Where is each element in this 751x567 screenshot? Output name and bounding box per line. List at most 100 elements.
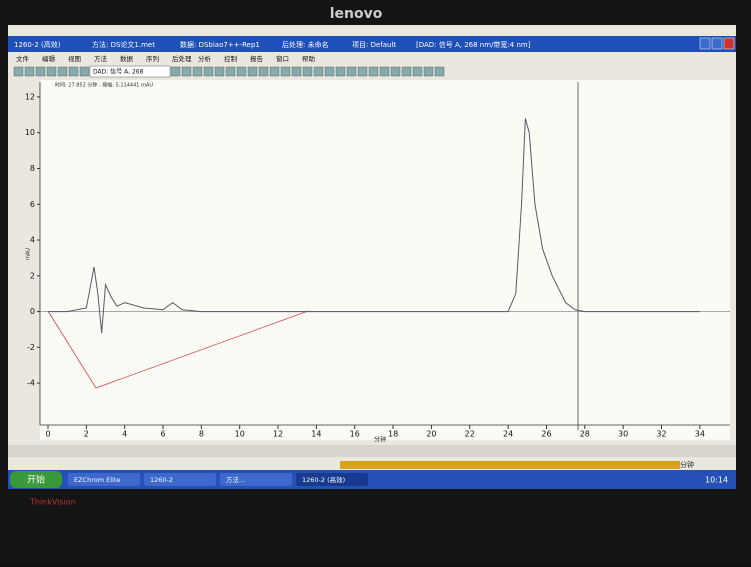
task-item[interactable]	[144, 473, 216, 486]
menu-item[interactable]: 文件	[16, 54, 30, 63]
x-tick-label: 12	[273, 430, 283, 439]
tool-button[interactable]	[181, 66, 192, 77]
task-item[interactable]	[296, 473, 368, 486]
x-tick-label: 10	[235, 430, 245, 439]
tool-button[interactable]	[258, 66, 269, 77]
y-tick-label: -4	[27, 379, 35, 388]
menu-item[interactable]: 报告	[250, 54, 264, 63]
x-tick-label: 28	[580, 430, 590, 439]
tool-button[interactable]	[291, 66, 302, 77]
tool-button[interactable]	[170, 66, 181, 77]
status-unit: 分钟	[680, 460, 694, 469]
cursor-readout: 时间: 27.852 分钟 - 振幅: 5.114441 mAU	[55, 82, 153, 89]
tool-button[interactable]	[335, 66, 346, 77]
x-axis-label: 分钟	[374, 436, 386, 444]
tool-button[interactable]	[79, 66, 90, 77]
x-tick-label: 20	[426, 430, 436, 439]
menu-item[interactable]: 控制	[224, 54, 238, 63]
signal-select[interactable]	[89, 65, 171, 78]
tool-button[interactable]	[236, 66, 247, 77]
window-button[interactable]	[699, 37, 711, 50]
start-label[interactable]: 开始	[27, 474, 45, 486]
title-field: 项目: Default	[352, 41, 396, 49]
menu-item[interactable]: 编辑	[42, 54, 56, 63]
window-button[interactable]	[711, 37, 723, 50]
x-tick-label: 18	[388, 430, 398, 439]
tool-button[interactable]	[390, 66, 401, 77]
x-tick-label: 14	[311, 430, 321, 439]
title-field: [DAD: 信号 A, 268 nm/带宽:4 nm]	[416, 40, 531, 49]
task-item-label[interactable]: 方法...	[226, 475, 245, 484]
task-item[interactable]	[220, 473, 292, 486]
chromatogram-line	[48, 118, 700, 334]
tool-button[interactable]	[368, 66, 379, 77]
menu-item[interactable]: 帮助	[302, 54, 316, 63]
tool-button[interactable]	[35, 66, 46, 77]
title-field: 1260-2 (高效)	[14, 40, 61, 49]
tool-button[interactable]	[247, 66, 258, 77]
task-item-label[interactable]: EZChrom Elite	[74, 476, 120, 484]
tool-button[interactable]	[434, 66, 445, 77]
x-tick-label: 32	[656, 430, 666, 439]
tool-button[interactable]	[346, 66, 357, 77]
y-tick-label: 8	[30, 164, 35, 173]
clock: 10:14	[705, 476, 728, 485]
tool-button[interactable]	[203, 66, 214, 77]
tool-button[interactable]	[269, 66, 280, 77]
tool-button[interactable]	[46, 66, 57, 77]
tool-button[interactable]	[412, 66, 423, 77]
y-tick-label: 10	[25, 128, 35, 137]
tool-button[interactable]	[24, 66, 35, 77]
tool-button[interactable]	[214, 66, 225, 77]
tool-button[interactable]	[324, 66, 335, 77]
menu-item[interactable]: 后处理	[172, 54, 192, 63]
x-tick-label: 0	[45, 430, 50, 439]
x-tick-label: 16	[350, 430, 360, 439]
y-tick-label: 2	[30, 271, 35, 280]
progress	[340, 461, 680, 469]
task-item-label[interactable]: 1260-2 (高效)	[302, 475, 345, 484]
x-tick-label: 6	[160, 430, 165, 439]
scrollbar	[8, 445, 736, 457]
y-axis-label: mAU	[26, 248, 32, 260]
start-button[interactable]	[10, 471, 62, 488]
x-tick-label: 4	[122, 430, 127, 439]
tool-button[interactable]	[302, 66, 313, 77]
menu-item[interactable]: 序列	[146, 54, 159, 63]
tool-button[interactable]	[379, 66, 390, 77]
tool-button[interactable]	[192, 66, 203, 77]
tool-button[interactable]	[13, 66, 24, 77]
menu-item[interactable]: 数据	[120, 54, 134, 63]
tool-button[interactable]	[225, 66, 236, 77]
tool-button[interactable]	[280, 66, 291, 77]
title-field: 后处理: 未命名	[282, 40, 329, 49]
signal-select-label[interactable]: DAD: 信号 A, 268	[93, 68, 144, 76]
x-tick-label: 2	[84, 430, 89, 439]
tool-button[interactable]	[401, 66, 412, 77]
task-item-label[interactable]: 1260-2	[150, 476, 173, 484]
tool-button[interactable]	[68, 66, 79, 77]
title-field: 数据: DSbiao7++-Rep1	[180, 40, 260, 49]
x-tick-label: 8	[199, 430, 204, 439]
model: ThinkVision	[29, 498, 76, 507]
menu-item[interactable]: 窗口	[276, 54, 289, 63]
window-button[interactable]	[723, 37, 735, 50]
x-tick-label: 34	[695, 430, 705, 439]
tool-button[interactable]	[313, 66, 324, 77]
integration-baseline	[47, 310, 309, 389]
y-tick-label: 6	[30, 200, 35, 209]
y-tick-label: -2	[27, 343, 35, 352]
y-tick-label: 0	[30, 307, 35, 316]
tool-button[interactable]	[57, 66, 68, 77]
x-tick-label: 26	[541, 430, 551, 439]
tool-button[interactable]	[423, 66, 434, 77]
menu-item[interactable]: 方法	[94, 54, 108, 63]
tool-button[interactable]	[357, 66, 368, 77]
menu-item[interactable]: 分析	[198, 54, 212, 63]
y-tick-label: 12	[25, 92, 35, 101]
task-item[interactable]	[68, 473, 140, 486]
menu-item[interactable]: 视图	[68, 54, 81, 63]
y-tick-label: 4	[30, 236, 35, 245]
